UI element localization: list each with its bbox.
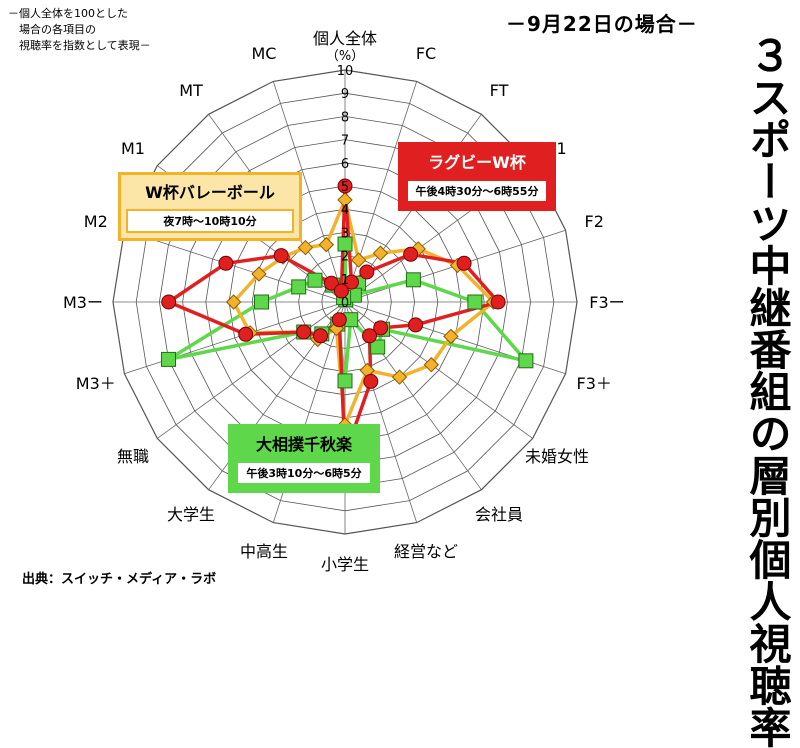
category-label: 未婚女性 xyxy=(525,447,589,466)
category-label: M3＋ xyxy=(76,374,116,393)
point-marker xyxy=(323,275,339,291)
legend-volleyball: W杯バレーボール 夜7時～10時10分 xyxy=(118,172,302,241)
category-label: FC xyxy=(416,44,436,63)
category-label: 小学生 xyxy=(321,555,369,574)
category-label: F3ー xyxy=(589,293,624,312)
grid-spoke xyxy=(124,229,346,303)
tick-label: 7 xyxy=(341,134,349,149)
chart-title: ３スポーツ中継番組の層別個人視聴率 xyxy=(743,34,792,748)
point-marker xyxy=(307,272,323,288)
point-marker xyxy=(218,255,234,271)
category-label: 大学生 xyxy=(167,505,215,524)
legend-sumo-time: 午後3時10分～6時5分 xyxy=(236,461,372,485)
point-marker xyxy=(337,236,353,252)
point-marker xyxy=(251,266,267,282)
point-marker xyxy=(490,294,506,310)
category-label: FT xyxy=(490,81,509,100)
point-marker xyxy=(254,294,269,310)
point-marker xyxy=(372,245,389,261)
radar-chart: 0 1 2 3 4 5 6 7 8 9 10 個人全体FCFTF1F2F3ーF3＋未婚女性会社員経営… xyxy=(63,29,625,574)
radar-category-labels: 個人全体FCFTF1F2F3ーF3＋未婚女性会社員経営など小学生中高生大学生無職… xyxy=(63,29,625,574)
point-marker xyxy=(318,236,335,253)
category-label: 中高生 xyxy=(240,542,288,561)
point-marker xyxy=(443,328,459,345)
tick-label: 5 xyxy=(341,180,349,195)
point-marker xyxy=(362,328,377,344)
category-label: MC xyxy=(252,44,277,63)
point-marker xyxy=(467,294,483,310)
category-label: MT xyxy=(179,81,203,100)
legend-sumo-title: 大相撲千秋楽 xyxy=(255,435,352,454)
grid-spoke xyxy=(157,301,346,439)
point-marker xyxy=(296,324,312,340)
category-label: M3ー xyxy=(63,293,103,312)
category-label: 経営など xyxy=(394,542,458,561)
tick-label: 4 xyxy=(341,203,349,218)
tick-label: 6 xyxy=(341,157,349,172)
grid-spoke xyxy=(272,81,346,303)
axis-unit-label: （%） xyxy=(326,49,364,64)
point-marker xyxy=(405,272,421,288)
point-marker xyxy=(350,252,367,268)
category-label: 会社員 xyxy=(475,505,523,524)
point-marker xyxy=(161,351,176,367)
tick-label: 0 xyxy=(341,296,349,311)
grid-spoke xyxy=(344,301,418,523)
point-marker xyxy=(297,239,314,256)
point-marker xyxy=(337,178,353,194)
legend-sumo: 大相撲千秋楽 午後3時10分～6時5分 xyxy=(228,424,380,493)
source-label: 出典：スイッチ・メディア・ラボ xyxy=(22,572,217,587)
point-marker xyxy=(373,320,389,336)
point-marker xyxy=(238,326,254,342)
point-marker xyxy=(359,264,375,280)
category-label: F2 xyxy=(585,212,604,231)
category-label: M2 xyxy=(84,212,108,231)
point-marker xyxy=(370,339,386,355)
radar-tick-labels: 0 1 2 3 4 5 6 7 8 9 10 xyxy=(337,64,354,311)
point-marker xyxy=(391,369,408,385)
legend-rugby-time: 午後4時30分～6時55分 xyxy=(406,179,548,203)
tick-label: 2 xyxy=(341,250,349,265)
legend-rugby-title: ラグビーW杯 xyxy=(428,153,526,172)
point-marker xyxy=(337,192,353,208)
point-marker xyxy=(518,353,534,369)
point-marker xyxy=(291,279,307,295)
point-marker xyxy=(331,312,347,328)
index-note: －個人全体を100とした 場合の各項目の 視聴率を指数として表現－ xyxy=(8,7,151,52)
point-marker xyxy=(161,294,177,310)
point-marker xyxy=(337,373,353,389)
tick-label: 9 xyxy=(341,87,349,102)
legend-volleyball-title: W杯バレーボール xyxy=(145,183,275,202)
point-marker xyxy=(363,373,379,389)
tick-label: 10 xyxy=(337,64,354,79)
point-marker xyxy=(423,357,440,373)
point-marker xyxy=(333,283,349,299)
tick-label: 8 xyxy=(341,110,349,125)
point-marker xyxy=(273,248,289,264)
category-label: F3＋ xyxy=(577,374,612,393)
category-label: 無職 xyxy=(117,447,149,466)
legend-volleyball-time: 夜7時～10時10分 xyxy=(126,209,294,233)
point-marker xyxy=(408,317,424,333)
tick-label: 1 xyxy=(341,273,349,288)
date-label: －9月22日の場合－ xyxy=(506,12,698,36)
point-marker xyxy=(456,255,472,271)
point-marker xyxy=(225,294,242,310)
point-marker xyxy=(403,246,419,262)
legend-rugby: ラグビーW杯 午後4時30分～6時55分 xyxy=(398,142,556,211)
tick-label: 3 xyxy=(341,226,349,241)
point-marker xyxy=(344,274,359,290)
point-marker xyxy=(313,328,328,344)
category-label: M1 xyxy=(121,139,145,158)
category-label: 個人全体 xyxy=(313,29,377,48)
